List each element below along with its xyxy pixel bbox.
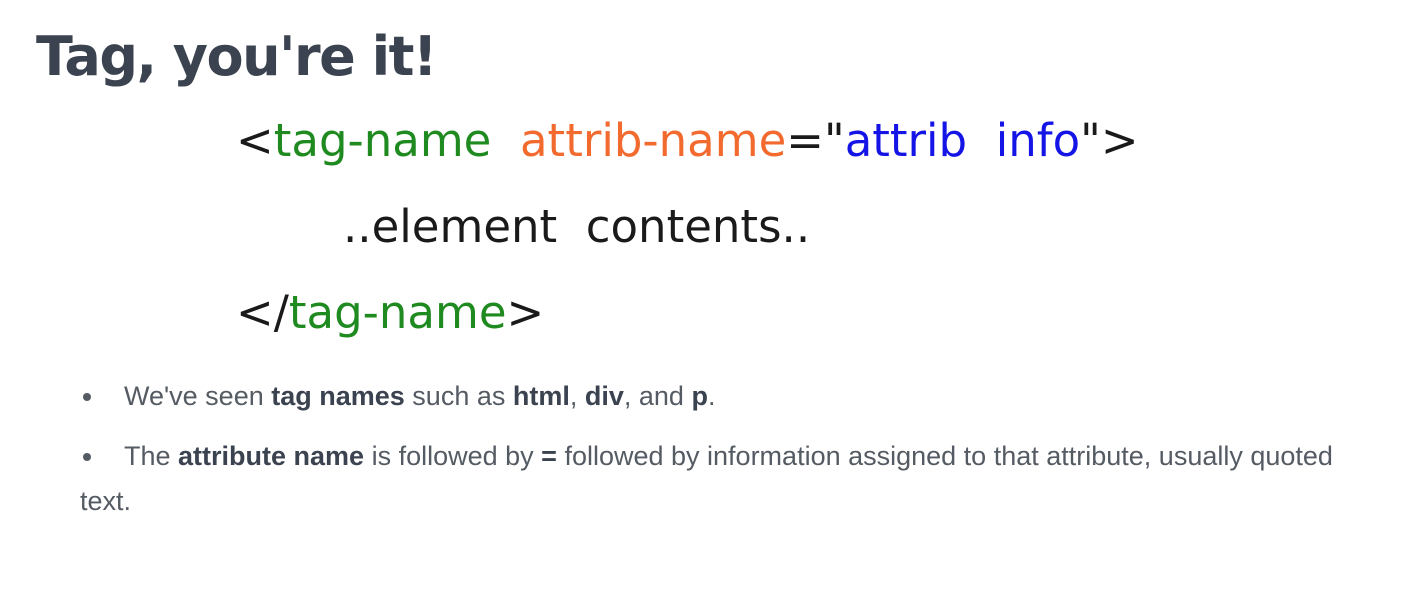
close-angle-bracket: > xyxy=(506,286,545,339)
bold-term: html xyxy=(512,381,570,411)
bold-term: p xyxy=(691,381,708,411)
bold-term: = xyxy=(541,441,557,471)
attrib-name-token: attrib-name xyxy=(519,114,787,167)
attrib-info-token: attrib info xyxy=(844,114,1081,167)
bold-term: tag names xyxy=(271,381,405,411)
close-angle-slash: </ xyxy=(236,286,289,339)
bullet-text: , xyxy=(569,381,585,411)
quote-close-angle-token: "> xyxy=(1080,114,1139,167)
bullet-text: is followed by xyxy=(364,441,542,471)
bullet-text: , and xyxy=(623,381,692,411)
bullet-text: such as xyxy=(404,381,513,411)
equals-quote-token: =" xyxy=(786,114,845,167)
bullet-text: We've seen xyxy=(124,381,272,411)
token-space xyxy=(491,114,505,167)
slide-title: Tag, you're it! xyxy=(36,25,438,88)
token-space xyxy=(506,114,520,167)
opening-tag-line: <tag-name attrib-name="attrib info"> xyxy=(236,112,1139,170)
open-angle-bracket: < xyxy=(236,114,274,167)
bold-term: div xyxy=(584,381,624,411)
bullet-text: followed by information assigned to that… xyxy=(80,441,1333,516)
bullet-item-attribute-name: The attribute name is followed by = foll… xyxy=(80,434,1370,524)
bullet-text: . xyxy=(707,381,716,411)
element-contents-line: ..element contents.. xyxy=(343,200,811,253)
bullet-text: The xyxy=(124,441,179,471)
bullet-list: We've seen tag names such as html, div, … xyxy=(80,374,1370,524)
bullet-dot-icon xyxy=(83,453,91,461)
tag-name-token: tag-name xyxy=(273,114,492,167)
bullet-dot-icon xyxy=(83,393,91,401)
closing-tag-name-token: tag-name xyxy=(288,286,507,339)
bullet-item-tag-names: We've seen tag names such as html, div, … xyxy=(80,374,1370,419)
bold-term: attribute name xyxy=(178,441,365,471)
closing-tag-line: </tag-name> xyxy=(236,284,544,342)
